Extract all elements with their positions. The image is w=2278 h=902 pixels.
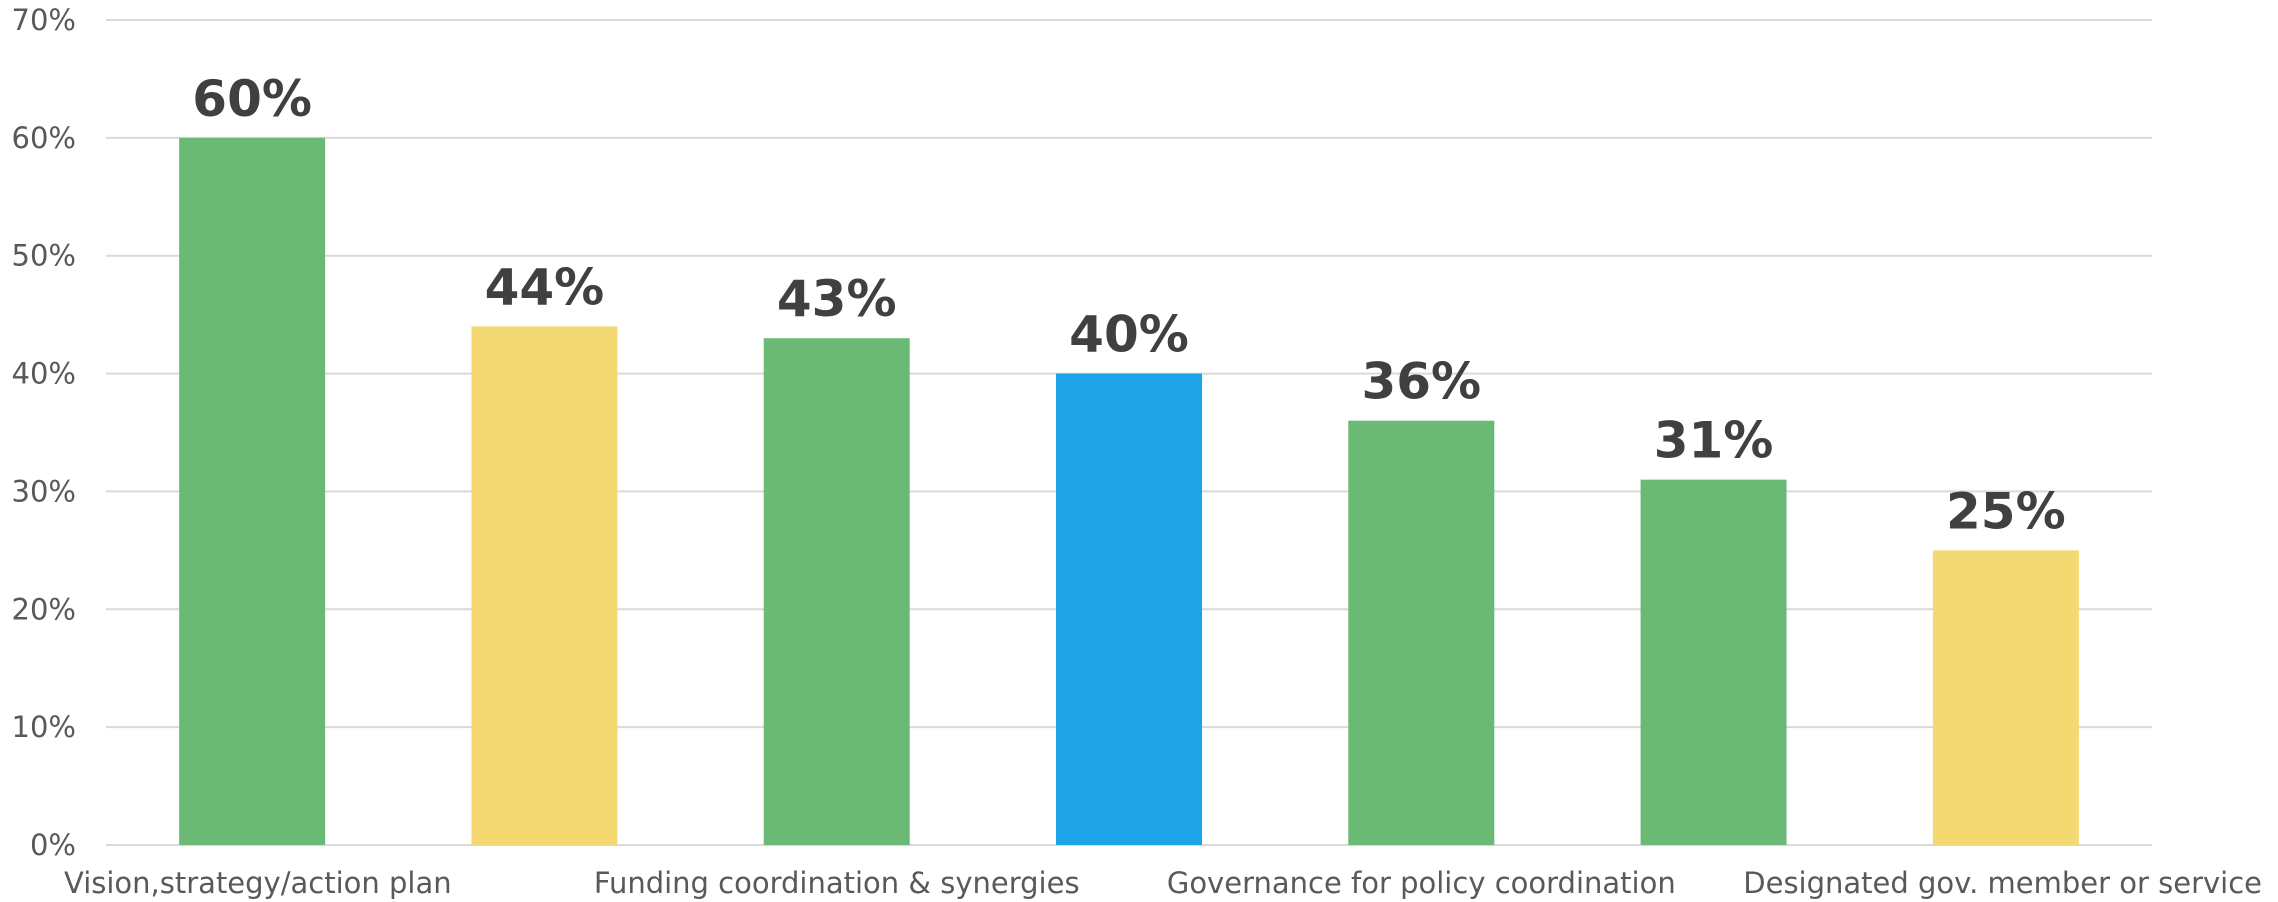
y-tick-label: 20% bbox=[12, 592, 76, 626]
bar bbox=[179, 137, 326, 845]
y-tick-label: 50% bbox=[12, 239, 76, 273]
data-label: 36% bbox=[1361, 353, 1481, 411]
data-label: 43% bbox=[777, 270, 897, 328]
bar bbox=[471, 326, 618, 845]
x-axis-category-labels: Vision,strategy/action plan Funding coord… bbox=[64, 866, 2262, 900]
y-tick-label: 40% bbox=[12, 357, 76, 391]
y-tick-label: 30% bbox=[12, 474, 76, 508]
y-tick-label: 60% bbox=[12, 121, 76, 155]
data-label: 25% bbox=[1946, 482, 2066, 540]
y-tick-label: 0% bbox=[30, 828, 76, 862]
bars bbox=[179, 137, 2079, 845]
bar bbox=[1056, 373, 1202, 845]
data-label: 60% bbox=[192, 70, 312, 128]
y-axis-tick-labels: 0% 10% 20% 30% 40% 50% 60% 70% bbox=[12, 3, 76, 862]
bar bbox=[1932, 550, 2079, 845]
data-label: 44% bbox=[485, 258, 605, 316]
bar bbox=[1348, 420, 1495, 845]
data-labels: 60% 44% 43% 40% 36% 31% 25% bbox=[192, 70, 2065, 540]
data-label: 40% bbox=[1069, 306, 1189, 364]
bar bbox=[763, 338, 910, 845]
category-label: Vision,strategy/action plan bbox=[64, 866, 452, 900]
data-label: 31% bbox=[1654, 412, 1774, 470]
category-label: Designated gov. member or service bbox=[1743, 866, 2262, 900]
y-tick-label: 10% bbox=[12, 710, 76, 744]
y-tick-label: 70% bbox=[12, 3, 76, 37]
bar bbox=[1640, 479, 1787, 845]
category-label: Funding coordination & synergies bbox=[594, 866, 1080, 900]
category-label: Governance for policy coordination bbox=[1167, 866, 1676, 900]
